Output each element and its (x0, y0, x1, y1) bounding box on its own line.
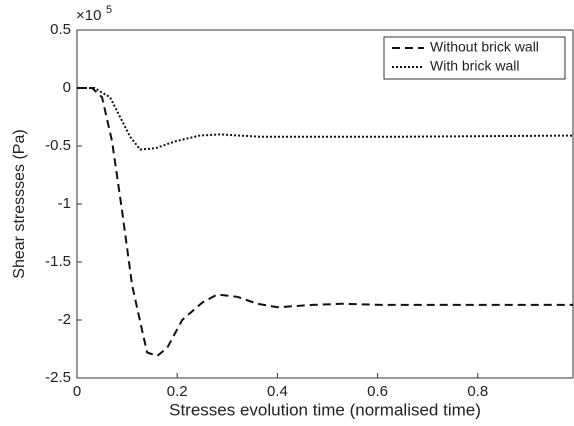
y-tick-label: -1.5 (45, 253, 71, 270)
y-tick-label: -2.5 (45, 369, 71, 386)
x-tick-label: 0.8 (467, 383, 488, 400)
y-scale-exponent: 5 (106, 4, 112, 16)
x-axis-label: Stresses evolution time (normalised time… (169, 400, 481, 419)
x-tick-label: 0.4 (267, 383, 288, 400)
legend-label: With brick wall (430, 58, 519, 74)
y-tick-label: -0.5 (45, 137, 71, 154)
series-line (77, 87, 574, 151)
y-tick-label: -2 (58, 311, 71, 328)
y-tick-label: -1 (58, 195, 71, 212)
legend-label: Without brick wall (430, 39, 539, 55)
x-tick-label: 0.2 (167, 383, 188, 400)
series-line (77, 87, 573, 358)
x-tick-label: 0.6 (367, 383, 388, 400)
y-scale-label: ×10 (76, 7, 101, 24)
y-tick-label: 0.5 (50, 21, 71, 38)
x-tick-label: 0 (73, 383, 81, 400)
y-axis-label: Shear stressses (Pa) (11, 129, 28, 278)
y-tick-label: 0 (63, 79, 71, 96)
legend-box (383, 36, 566, 80)
plot-frame (76, 29, 574, 379)
